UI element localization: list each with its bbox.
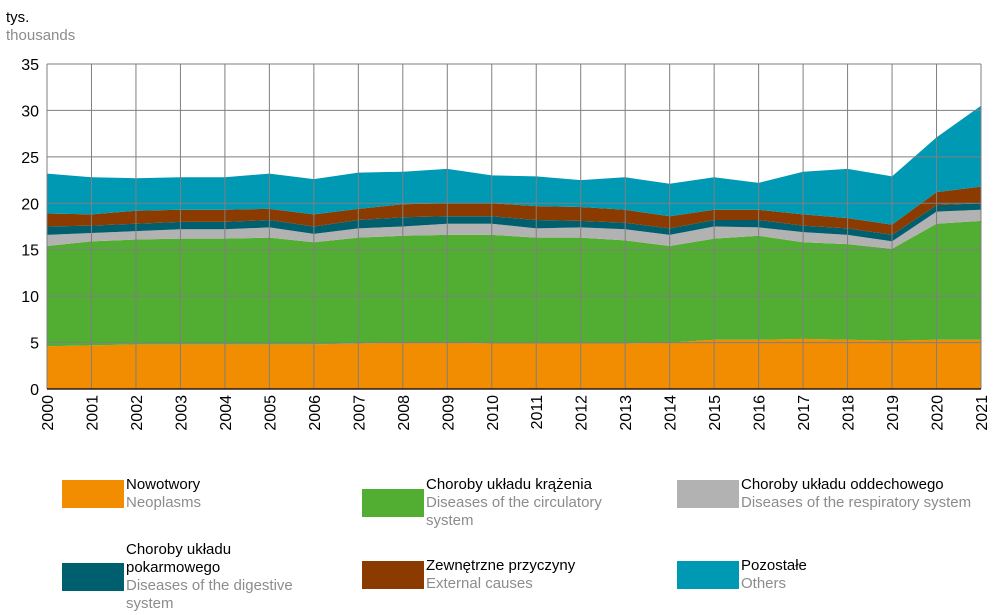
grid (46, 63, 982, 390)
area (47, 209, 981, 249)
x-tick-label: 2019 (885, 395, 902, 431)
x-tick-label: 2004 (218, 395, 235, 431)
x-tick-label: 2002 (129, 395, 146, 431)
x-tick-label: 2008 (396, 395, 413, 431)
x-tick-label: 2017 (796, 395, 813, 431)
y-tick-label: 0 (30, 382, 39, 399)
legend-sublabel: Diseases of the circulatory system (426, 494, 602, 529)
y-tick-label: 35 (21, 57, 39, 74)
chart: tys. thousands 0 5 10 15 20 25 30 35 2000 2001 200… (6, 9, 991, 431)
legend-item: Choroby układu oddechowego Diseases of th… (677, 476, 976, 512)
y-tick-label: 20 (21, 196, 39, 213)
x-tick-label: 2010 (485, 395, 502, 431)
legend-item: Pozostałe Others (677, 557, 976, 593)
area (47, 105, 981, 225)
area (47, 203, 981, 242)
area (47, 338, 981, 389)
x-tick-label: 2003 (173, 395, 190, 431)
legend-label: Pozostałe (741, 557, 807, 574)
x-tick-label: 2015 (707, 395, 724, 431)
legend-sublabel: Neoplasms (126, 494, 202, 511)
y-tick-label: 5 (30, 336, 39, 353)
legend-text: Zewnętrzne przyczyny External causes (426, 557, 651, 593)
x-tick-label: 2014 (663, 395, 680, 431)
legend-text: Nowotwory Neoplasms (126, 476, 311, 512)
legend-label: Choroby układu krążenia (426, 476, 592, 493)
legend-item: Choroby układu pokarmowego Diseases of th… (62, 541, 311, 613)
legend-text: Choroby układu oddechowego Diseases of th… (741, 476, 976, 512)
x-tick-label: 2020 (930, 395, 947, 431)
area (47, 220, 981, 347)
areas (47, 105, 981, 389)
legend-swatch (677, 480, 739, 508)
x-tick-label: 2009 (440, 395, 457, 431)
x-tick-label: 2016 (752, 395, 769, 431)
x-tick-label: 2005 (262, 395, 279, 431)
y-unit-en: thousands (6, 27, 75, 44)
legend-item: Zewnętrzne przyczyny External causes (362, 557, 651, 593)
x-tick-label: 2000 (40, 395, 57, 431)
legend-swatch (62, 480, 124, 508)
legend-label: Choroby układu oddechowego (741, 476, 944, 493)
x-tick-label: 2006 (307, 395, 324, 431)
legend-item: Nowotwory Neoplasms (62, 476, 311, 512)
y-tick-label: 15 (21, 243, 39, 260)
x-tick-label: 2013 (618, 395, 635, 431)
x-tick-label: 2012 (574, 395, 591, 431)
area (47, 186, 981, 235)
legend-text: Choroby układu krążenia Diseases of the c… (426, 476, 651, 530)
y-tick-label: 25 (21, 150, 39, 167)
legend-swatch (62, 563, 124, 591)
legend-label: Nowotwory (126, 476, 201, 493)
x-tick-label: 2011 (529, 395, 546, 430)
x-tick-label: 2018 (841, 395, 858, 431)
legend-sublabel: Diseases of the digestive system (126, 577, 293, 612)
legend-item: Choroby układu krążenia Diseases of the c… (362, 476, 651, 530)
x-tick-label: 2021 (974, 395, 991, 431)
legend-text: Pozostałe Others (741, 557, 976, 593)
legend-swatch (677, 561, 739, 589)
legend-text: Choroby układu pokarmowego Diseases of th… (126, 541, 311, 613)
x-tick-label: 2001 (84, 395, 101, 431)
legend-label: Choroby układu pokarmowego (126, 541, 232, 576)
legend-sublabel: External causes (426, 575, 533, 592)
legend-swatch (362, 561, 424, 589)
y-tick-label: 10 (21, 289, 39, 306)
y-unit: tys. (6, 9, 29, 26)
legend-sublabel: Others (741, 575, 787, 592)
x-tick-label: 2007 (351, 395, 368, 431)
y-tick-label: 30 (21, 103, 39, 120)
legend-sublabel: Diseases of the respiratory system (741, 494, 972, 511)
legend-label: Zewnętrzne przyczyny (426, 557, 576, 574)
legend-swatch (362, 489, 424, 517)
